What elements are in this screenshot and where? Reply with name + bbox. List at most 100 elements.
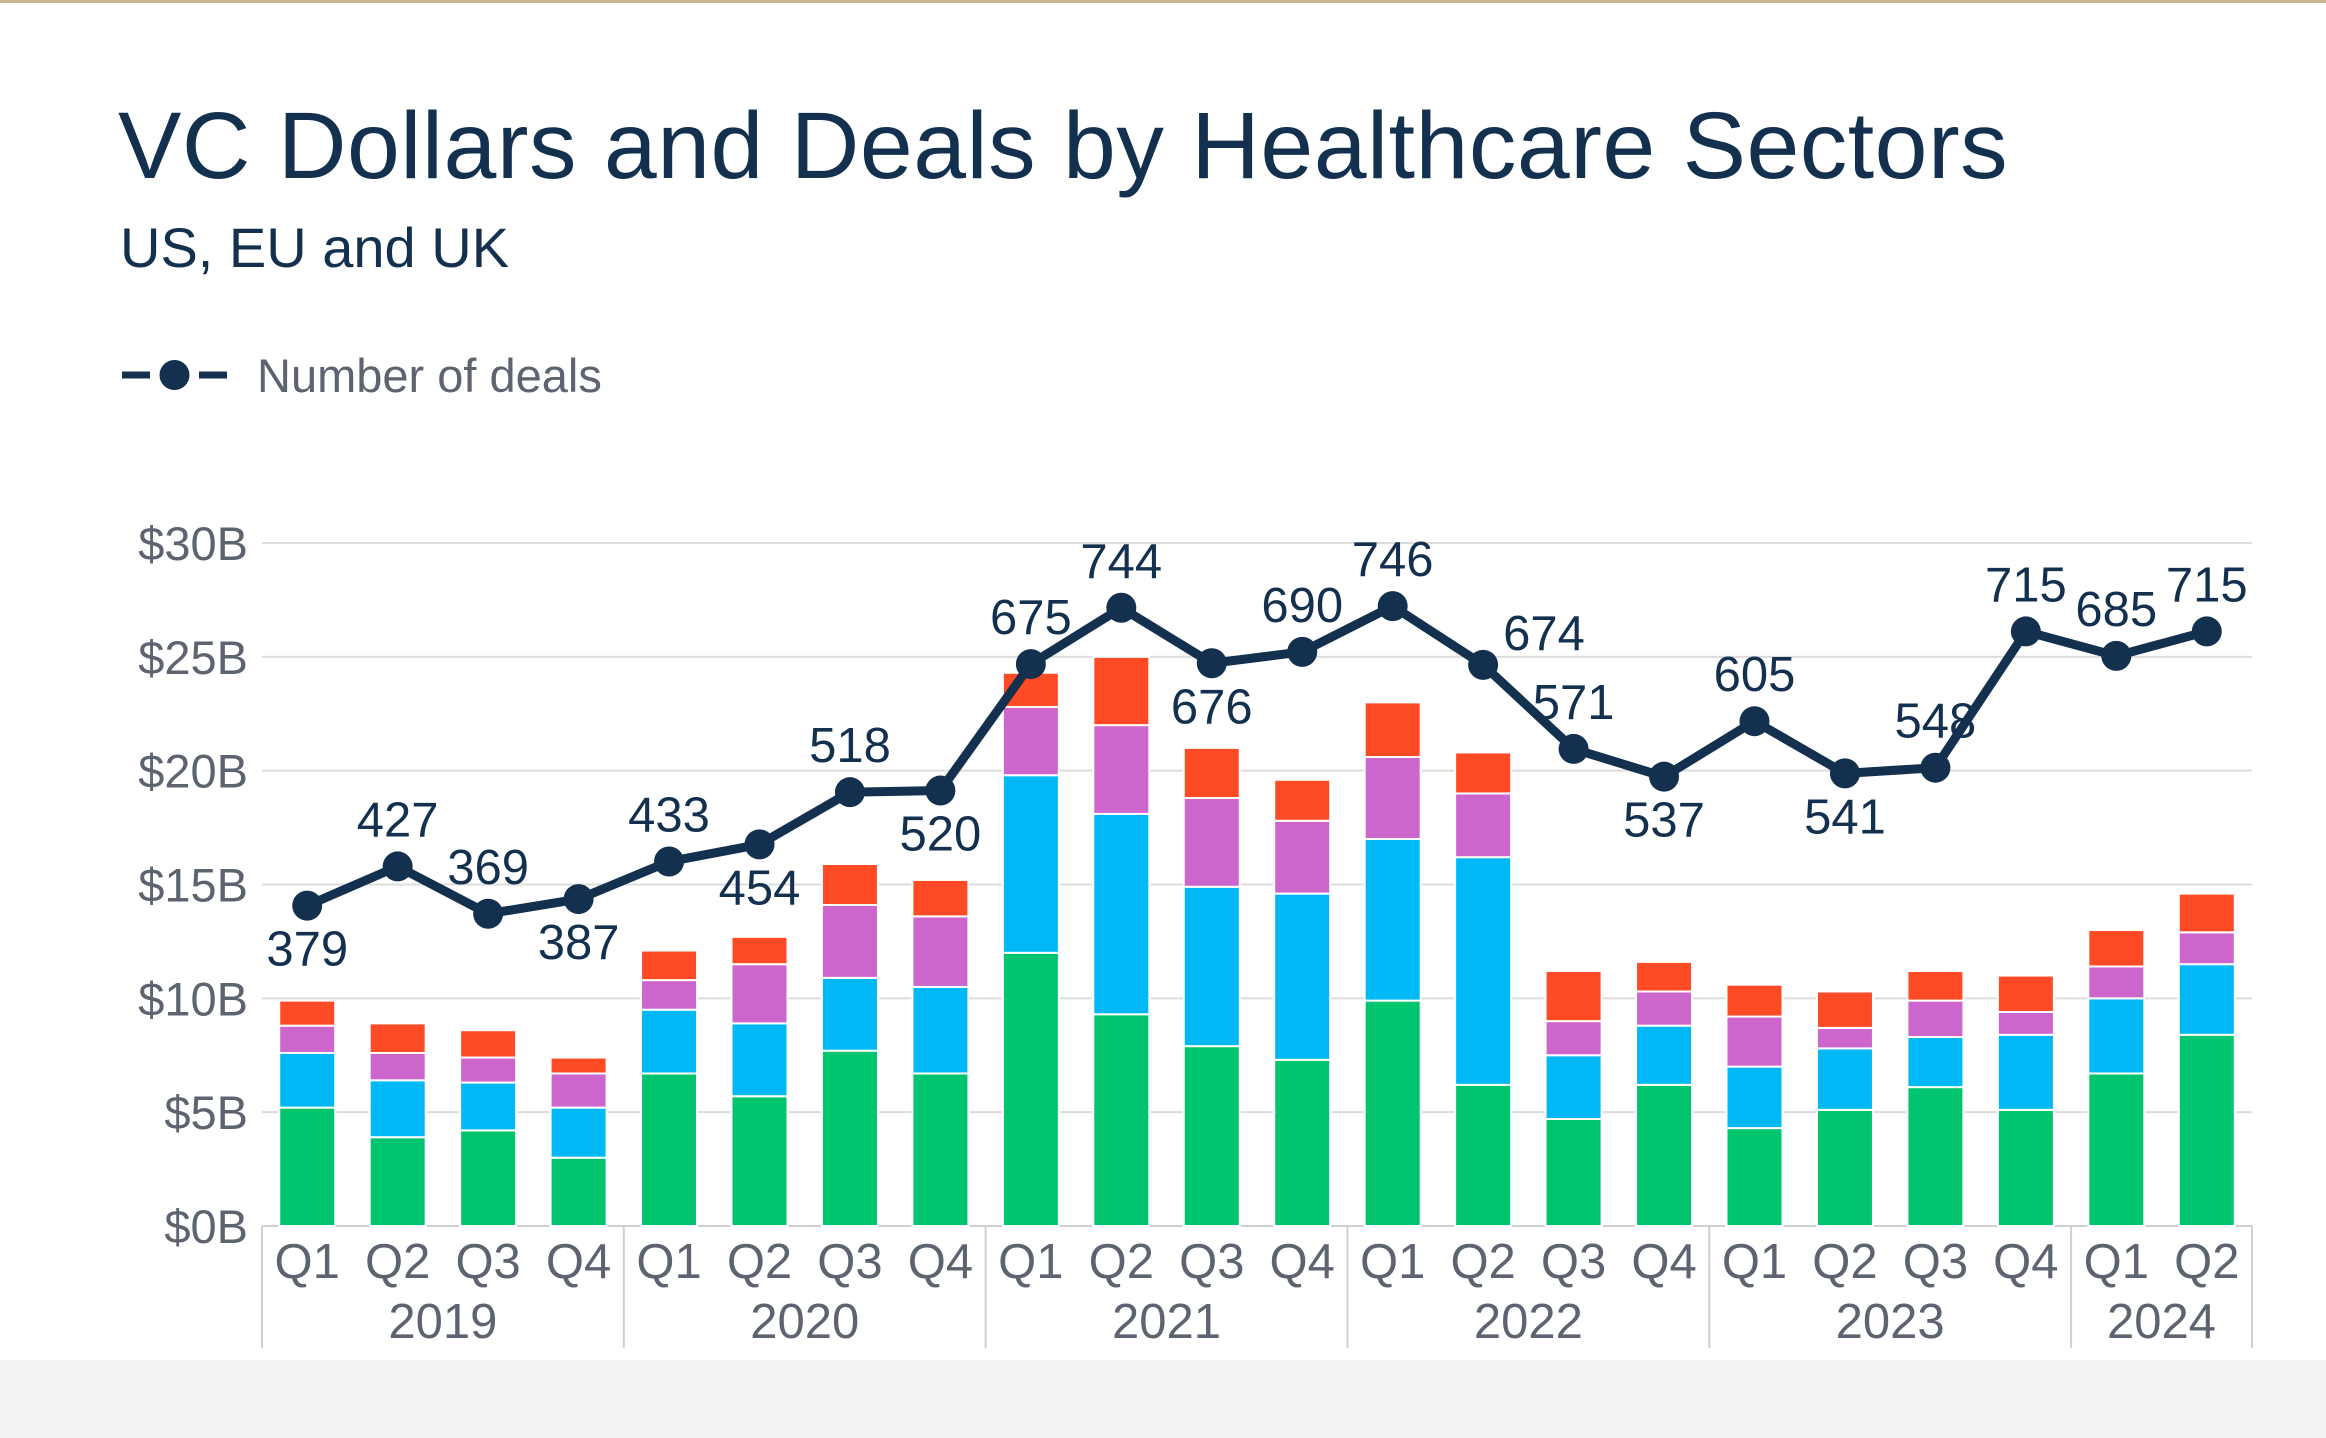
bar-segment — [2177, 931, 2236, 966]
bar-segment — [1996, 1033, 2055, 1111]
bar-segment — [1544, 1117, 1603, 1228]
y-tick-label: $25B — [138, 631, 248, 684]
deals-point — [1196, 648, 1227, 679]
bar-segment — [1815, 1047, 1874, 1111]
footer-band — [0, 1360, 2326, 1438]
x-tick-label: Q4 — [1631, 1235, 1696, 1289]
bar-segment — [1454, 792, 1513, 859]
bar-segment — [2087, 929, 2146, 968]
bar-segment — [730, 935, 789, 966]
bar-segment — [278, 999, 337, 1027]
deals-data-label: 387 — [538, 916, 620, 970]
deals-data-label: 690 — [1261, 579, 1343, 633]
chart-plot: $0B $5B $10B $15B $20B $25B $30B 2019 2020 2021 20… — [138, 517, 2253, 1349]
bar-segment — [1996, 974, 2055, 1013]
x-tick-label: Q1 — [275, 1235, 340, 1289]
bar-segment — [2087, 997, 2146, 1075]
x-tick-label: Q2 — [727, 1235, 792, 1289]
deals-point — [2101, 640, 2132, 671]
deals-data-label: 744 — [1080, 535, 1162, 589]
deals-point — [1015, 649, 1046, 680]
bar-segment — [1363, 701, 1422, 759]
deals-point — [1106, 592, 1137, 623]
x-tick-label: Q1 — [998, 1235, 1063, 1289]
bar-segment — [730, 1022, 789, 1098]
deals-point — [2010, 616, 2041, 647]
deals-data-label: 433 — [628, 789, 710, 843]
bar-segment — [1092, 655, 1151, 727]
bar-segment — [1001, 951, 1060, 1227]
bar-segment — [549, 1072, 608, 1109]
x-year-label: 2019 — [388, 1295, 497, 1349]
legend-line-dot-icon — [122, 360, 227, 390]
bar-segment — [1273, 1058, 1332, 1228]
bar-segment — [1363, 837, 1422, 1002]
bar-segment — [640, 979, 699, 1011]
bar-segment — [1544, 970, 1603, 1023]
bar-segment — [1092, 1013, 1151, 1228]
bar-segment — [640, 1008, 699, 1075]
x-year-label: 2023 — [1836, 1295, 1945, 1349]
deals-point — [563, 884, 594, 915]
bar-segment — [911, 878, 970, 918]
deals-point — [1739, 706, 1770, 737]
x-tick-label: Q4 — [1270, 1235, 1335, 1289]
y-tick-label: $0B — [164, 1200, 248, 1253]
x-year-label: 2020 — [750, 1295, 859, 1349]
bar-segment — [820, 1049, 879, 1227]
bar-segment — [2177, 892, 2236, 934]
deals-data-label: 685 — [2075, 583, 2157, 637]
bar-segment — [1996, 1108, 2055, 1228]
deals-line — [305, 601, 2208, 919]
y-tick-label: $30B — [138, 517, 248, 570]
bar-segment — [1815, 990, 1874, 1029]
bar-segment — [1906, 1036, 1965, 1089]
deals-data-label: 369 — [447, 841, 529, 895]
bar-segment — [1273, 819, 1332, 895]
bar-segment — [1544, 1054, 1603, 1120]
deals-data-label: 427 — [357, 793, 439, 847]
x-year-label: 2022 — [1474, 1295, 1583, 1349]
deals-data-label: 379 — [266, 923, 348, 977]
bar-segment — [368, 1051, 427, 1082]
bar-segment — [1996, 1010, 2055, 1036]
deals-data-label: 518 — [809, 719, 891, 773]
bar-segment — [1454, 1083, 1513, 1228]
bar-segment — [2177, 1033, 2236, 1228]
deals-point — [1649, 761, 1680, 792]
x-tick-label: Q2 — [2174, 1235, 2239, 1289]
bar-segment — [1182, 796, 1241, 888]
deals-point — [654, 846, 685, 877]
deals-data-label: 605 — [1714, 648, 1796, 702]
bar-segment — [1182, 1045, 1241, 1227]
bar-segment — [1001, 705, 1060, 777]
x-tick-label: Q3 — [817, 1235, 882, 1289]
deals-point — [382, 851, 413, 882]
deals-data-label: 541 — [1804, 790, 1886, 844]
bar-segment — [1001, 774, 1060, 954]
bar-segment — [1092, 812, 1151, 1016]
bar-segment — [1725, 983, 1784, 1018]
bar-segment — [1454, 751, 1513, 795]
bar-segment — [730, 963, 789, 1025]
x-tick-label: Q3 — [1179, 1235, 1244, 1289]
deals-point — [1920, 752, 1951, 783]
deals-point — [925, 775, 956, 806]
bar-segment — [1815, 1108, 1874, 1228]
bar-segment — [1725, 1015, 1784, 1068]
x-tick-label: Q1 — [1360, 1235, 1425, 1289]
deals-data-label: 715 — [2166, 558, 2248, 612]
x-tick-label: Q1 — [1722, 1235, 1787, 1289]
deals-data-label: 675 — [990, 591, 1072, 645]
bar-segment — [911, 915, 970, 988]
deals-point — [2191, 616, 2222, 647]
x-tick-label: Q4 — [1993, 1235, 2058, 1289]
top-rule — [0, 0, 2326, 3]
bar-segment — [640, 1072, 699, 1228]
bar-segment — [278, 1106, 337, 1227]
bar-segment — [1725, 1065, 1784, 1130]
x-year-label: 2021 — [1112, 1295, 1221, 1349]
legend: Number of deals — [122, 345, 602, 405]
x-tick-label: Q3 — [1541, 1235, 1606, 1289]
x-tick-label: Q2 — [1812, 1235, 1877, 1289]
